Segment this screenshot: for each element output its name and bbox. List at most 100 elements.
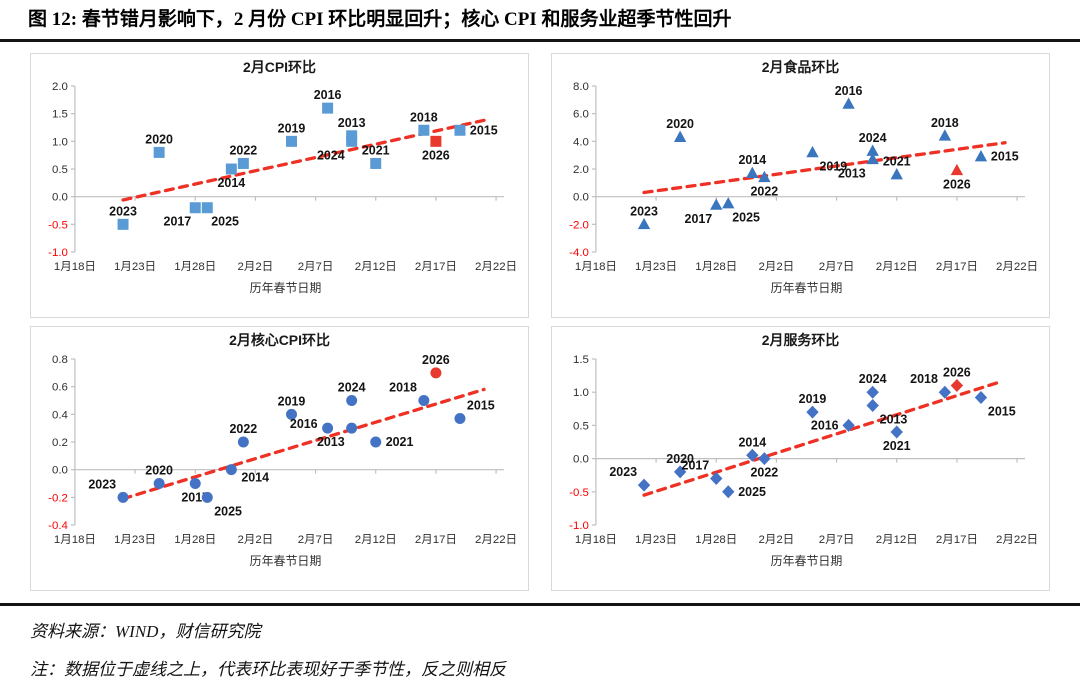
year-label-2021: 2021 <box>883 439 911 453</box>
y-tick-label: -0.2 <box>48 492 68 504</box>
data-point-2024 <box>346 135 358 147</box>
x-tick-label: 1月23日 <box>635 261 677 273</box>
x-tick-label: 2月2日 <box>759 261 795 273</box>
year-label-2024: 2024 <box>859 372 887 386</box>
year-label-2023: 2023 <box>88 477 116 491</box>
year-label-2025: 2025 <box>732 211 760 225</box>
data-point-2020 <box>153 146 165 158</box>
year-label-2020: 2020 <box>666 117 694 131</box>
x-tick-label: 2月2日 <box>238 261 274 273</box>
y-tick-label: 8.0 <box>573 81 589 93</box>
y-tick-label: -0.4 <box>48 520 68 532</box>
year-label-2024: 2024 <box>317 148 345 162</box>
year-label-2026: 2026 <box>422 148 450 162</box>
data-point-2022 <box>758 170 771 183</box>
data-point-2019 <box>286 135 297 147</box>
year-label-2018: 2018 <box>410 110 438 124</box>
y-tick-label: -1.0 <box>48 247 68 259</box>
data-point-2017 <box>189 202 201 214</box>
y-tick-label: -2.0 <box>569 219 589 231</box>
x-tick-label: 2月22日 <box>996 261 1038 273</box>
year-label-2013: 2013 <box>338 116 366 130</box>
y-tick-label: 1.0 <box>52 136 68 148</box>
chart-panel-core-cpi: 2月核心CPI环比 0.8 0.6 0.4 0.2 0.0 -0.2 -0.4 1月18日 1月2… <box>30 326 529 591</box>
y-tick-label: 1.0 <box>573 387 589 399</box>
data-point-2013 <box>346 422 358 434</box>
x-tick-label: 1月18日 <box>54 261 96 273</box>
data-point-2014 <box>225 163 237 175</box>
data-point-2019 <box>806 145 819 158</box>
year-label-2015: 2015 <box>470 123 498 137</box>
x-axis-title: 历年春节日期 <box>250 554 322 568</box>
core-cpi-mom-scatter-chart: 2月核心CPI环比 0.8 0.6 0.4 0.2 0.0 -0.2 -0.4 1月18日 1月2… <box>48 332 517 568</box>
footer-divider <box>0 603 1080 606</box>
chart-title: 2月食品环比 <box>762 59 840 75</box>
food-mom-scatter-chart: 2月食品环比 8.0 6.0 4.0 2.0 0.0 -2.0 -4.0 1月18日 1月23日 1… <box>569 59 1038 295</box>
data-point-2018 <box>418 395 430 406</box>
y-tick-label: 0.0 <box>52 465 68 477</box>
data-point-2026 <box>430 367 442 379</box>
x-tick-label: 2月22日 <box>996 534 1038 546</box>
data-point-2017 <box>710 472 723 486</box>
y-tick-label: 0.8 <box>52 354 68 366</box>
data-point-2022 <box>758 452 771 466</box>
data-point-2022 <box>237 157 249 169</box>
x-tick-label: 2月12日 <box>355 534 397 546</box>
year-label-2013: 2013 <box>880 412 908 426</box>
data-point-2026 <box>950 379 964 393</box>
year-label-2025: 2025 <box>211 215 239 229</box>
y-tick-label: 2.0 <box>573 164 589 176</box>
data-point-2021 <box>370 436 382 448</box>
x-tick-label: 1月28日 <box>174 261 216 273</box>
year-label-2021: 2021 <box>386 435 414 449</box>
year-label-2016: 2016 <box>290 417 318 431</box>
year-label-2015: 2015 <box>988 405 1016 419</box>
x-tick-label: 2月7日 <box>298 534 334 546</box>
trend-line <box>642 141 1007 195</box>
year-label-2022: 2022 <box>230 422 258 436</box>
x-tick-label: 1月23日 <box>114 261 156 273</box>
year-label-2014: 2014 <box>738 153 766 167</box>
x-tick-label: 2月2日 <box>759 534 795 546</box>
year-label-2021: 2021 <box>883 155 911 169</box>
year-label-2013: 2013 <box>838 166 866 180</box>
seasonality-note: 注：数据位于虚线之上，代表环比表现好于季节性，反之则相反 <box>30 660 506 679</box>
year-label-2020: 2020 <box>666 452 694 466</box>
year-label-2022: 2022 <box>751 184 779 198</box>
x-tick-label: 2月17日 <box>415 261 457 273</box>
year-label-2024: 2024 <box>859 131 887 145</box>
year-label-2021: 2021 <box>362 143 390 157</box>
data-point-2013 <box>866 398 879 412</box>
year-label-2023: 2023 <box>630 204 658 218</box>
year-label-2014: 2014 <box>217 176 245 190</box>
data-point-2015 <box>974 391 988 405</box>
y-tick-label: -1.0 <box>569 520 589 532</box>
x-tick-label: 2月17日 <box>936 534 978 546</box>
data-point-2015 <box>454 412 466 424</box>
x-tick-label: 2月17日 <box>415 534 457 546</box>
chart-title: 2月服务环比 <box>762 332 840 348</box>
year-label-2014: 2014 <box>738 435 766 449</box>
data-point-2024 <box>346 395 358 406</box>
y-tick-label: -4.0 <box>569 247 589 259</box>
y-tick-label: 1.5 <box>52 109 68 121</box>
x-tick-label: 1月18日 <box>54 534 96 546</box>
year-label-2023: 2023 <box>109 204 137 218</box>
chart-title: 2月核心CPI环比 <box>229 332 330 348</box>
figure-footer: 资料来源：WIND，财信研究院 注：数据位于虚线之上，代表环比表现好于季节性，反… <box>30 617 1050 680</box>
y-tick-label: -0.5 <box>48 219 68 231</box>
data-point-2016 <box>322 102 334 114</box>
year-label-2018: 2018 <box>910 372 938 386</box>
year-label-2024: 2024 <box>338 380 366 394</box>
data-point-2013 <box>866 152 879 165</box>
data-point-2025 <box>722 197 735 209</box>
data-point-2021 <box>890 425 903 439</box>
year-label-2016: 2016 <box>314 88 342 102</box>
data-point-2025 <box>201 202 213 214</box>
data-point-2024 <box>866 144 879 156</box>
title-divider <box>0 39 1080 42</box>
x-tick-label: 2月17日 <box>936 261 978 273</box>
chart-panel-services: 2月服务环比 1.5 1.0 0.5 0.0 -0.5 -1.0 1月18日 1月23日 1月28… <box>551 326 1050 591</box>
year-label-2018: 2018 <box>389 380 417 394</box>
data-point-2025 <box>722 485 735 499</box>
